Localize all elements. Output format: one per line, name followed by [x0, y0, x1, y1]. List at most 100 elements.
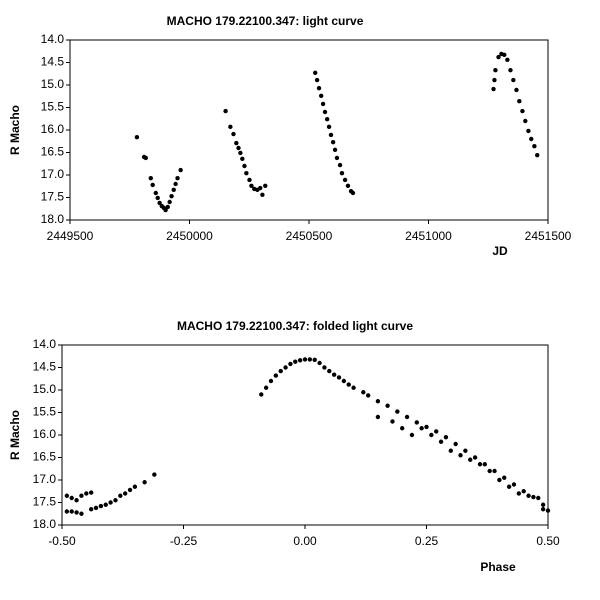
x-tick-label: 2449500 — [47, 229, 94, 243]
data-point — [516, 491, 522, 496]
x-tick-label: 2451000 — [405, 229, 452, 243]
data-point — [345, 183, 351, 188]
data-point — [249, 183, 254, 188]
data-point — [132, 484, 138, 489]
data-point — [324, 117, 330, 122]
data-point — [526, 128, 531, 134]
data-point — [240, 156, 245, 161]
data-point — [297, 358, 303, 363]
data-point — [118, 493, 123, 498]
data-point — [113, 498, 118, 503]
data-point — [404, 414, 410, 420]
data-point — [511, 482, 517, 487]
data-point — [419, 426, 424, 431]
data-point — [142, 480, 147, 485]
data-point — [375, 399, 381, 404]
y-tick-label: 16.0 — [33, 427, 57, 441]
data-point — [341, 378, 347, 384]
data-point — [508, 67, 513, 73]
data-point — [492, 77, 497, 83]
chart-title: MACHO 179.22100.347: folded light curve — [177, 319, 413, 333]
x-tick-label: 0.50 — [536, 534, 560, 548]
data-point — [313, 70, 318, 76]
data-point — [122, 491, 128, 496]
data-point — [242, 163, 247, 169]
data-point — [361, 390, 366, 395]
data-point — [497, 477, 502, 483]
data-point — [468, 457, 473, 462]
data-point — [155, 195, 160, 201]
data-point — [175, 175, 180, 181]
data-point — [79, 511, 84, 516]
x-tick-label: 0.00 — [293, 534, 317, 548]
x-axis-label: JD — [492, 244, 508, 258]
data-point — [258, 185, 263, 191]
data-point — [69, 495, 74, 501]
data-point — [302, 357, 308, 362]
y-tick-label: 14.5 — [33, 360, 57, 374]
data-point — [390, 419, 395, 424]
data-point — [152, 472, 157, 477]
data-point — [150, 182, 155, 188]
data-point — [526, 493, 531, 498]
y-tick-label: 14.5 — [41, 55, 65, 69]
y-tick-label: 14.0 — [41, 32, 65, 46]
y-tick-label: 15.0 — [41, 77, 65, 91]
data-point — [316, 85, 322, 91]
data-point — [173, 181, 178, 187]
data-point — [127, 487, 133, 493]
y-tick-label: 15.5 — [41, 100, 65, 114]
data-point — [511, 77, 516, 83]
data-point — [438, 439, 444, 444]
data-point — [529, 136, 534, 142]
data-point — [74, 498, 79, 503]
data-point — [332, 147, 338, 152]
data-point — [88, 490, 94, 495]
x-tick-label: 2450500 — [286, 229, 333, 243]
data-point — [346, 382, 351, 387]
data-point — [477, 462, 483, 467]
data-point — [375, 414, 381, 420]
data-point — [339, 171, 345, 176]
data-point — [443, 435, 449, 440]
data-point — [331, 372, 337, 377]
data-point — [88, 507, 94, 512]
data-point — [69, 509, 74, 514]
y-tick-label: 16.5 — [41, 145, 65, 159]
data-point — [492, 468, 497, 474]
y-tick-label: 17.5 — [33, 495, 57, 509]
data-point — [260, 192, 265, 197]
data-point — [236, 145, 241, 151]
data-point — [171, 187, 176, 193]
y-axis-label: R Macho — [8, 410, 22, 460]
data-point — [448, 448, 453, 453]
data-point — [247, 177, 252, 183]
data-point — [79, 493, 84, 498]
y-tick-label: 16.0 — [41, 122, 65, 136]
x-tick-label: 2451500 — [525, 229, 572, 243]
y-tick-label: 17.5 — [41, 190, 65, 204]
data-point — [98, 503, 104, 509]
data-point — [307, 357, 313, 362]
data-point — [491, 86, 496, 92]
data-point — [414, 420, 419, 425]
data-point — [531, 494, 536, 500]
data-point — [502, 475, 507, 480]
data-point — [64, 493, 70, 498]
data-point — [317, 360, 322, 366]
data-point — [409, 432, 415, 438]
data-point — [244, 171, 249, 176]
data-point — [351, 385, 356, 390]
data-point — [545, 508, 551, 513]
data-point — [223, 108, 228, 114]
data-point — [520, 108, 525, 114]
data-point — [231, 131, 236, 137]
y-tick-label: 14.0 — [33, 337, 57, 351]
data-point — [167, 199, 172, 205]
x-tick-label: -0.25 — [170, 534, 198, 548]
data-point — [330, 139, 336, 145]
data-point — [283, 365, 288, 370]
data-point — [143, 155, 148, 161]
data-point — [103, 502, 108, 507]
